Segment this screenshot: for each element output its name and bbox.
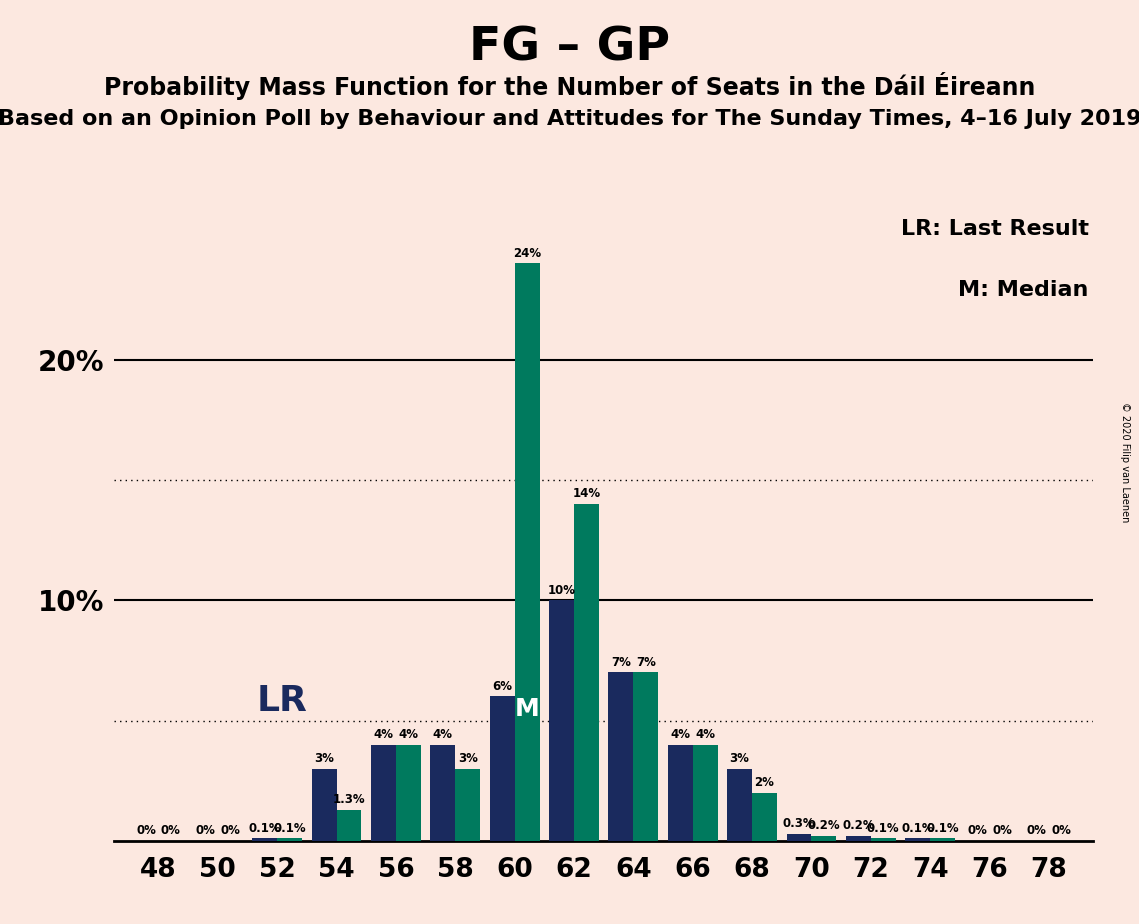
Text: 0%: 0% bbox=[136, 824, 156, 837]
Bar bbox=[252, 838, 277, 841]
Bar bbox=[727, 769, 752, 841]
Text: M: Median: M: Median bbox=[958, 280, 1089, 299]
Text: M: M bbox=[515, 697, 540, 721]
Bar bbox=[490, 697, 515, 841]
Bar bbox=[431, 745, 456, 841]
Text: 0%: 0% bbox=[992, 824, 1011, 837]
Text: 4%: 4% bbox=[670, 728, 690, 741]
Text: 2%: 2% bbox=[755, 776, 775, 789]
Text: Probability Mass Function for the Number of Seats in the Dáil Éireann: Probability Mass Function for the Number… bbox=[104, 72, 1035, 100]
Bar bbox=[633, 673, 658, 841]
Text: 4%: 4% bbox=[695, 728, 715, 741]
Text: LR: LR bbox=[257, 685, 308, 718]
Text: 0%: 0% bbox=[967, 824, 988, 837]
Text: 3%: 3% bbox=[730, 752, 749, 765]
Text: 0.2%: 0.2% bbox=[808, 820, 841, 833]
Text: 0%: 0% bbox=[161, 824, 181, 837]
Text: 3%: 3% bbox=[314, 752, 334, 765]
Bar bbox=[396, 745, 420, 841]
Text: 0%: 0% bbox=[1051, 824, 1072, 837]
Text: 14%: 14% bbox=[573, 487, 600, 501]
Text: 0.1%: 0.1% bbox=[248, 821, 281, 834]
Text: 0.1%: 0.1% bbox=[901, 821, 934, 834]
Bar bbox=[336, 809, 361, 841]
Text: 0.1%: 0.1% bbox=[273, 821, 306, 834]
Text: 0.1%: 0.1% bbox=[867, 821, 900, 834]
Text: 0%: 0% bbox=[220, 824, 240, 837]
Bar bbox=[312, 769, 336, 841]
Text: LR: Last Result: LR: Last Result bbox=[901, 219, 1089, 239]
Text: Based on an Opinion Poll by Behaviour and Attitudes for The Sunday Times, 4–16 J: Based on an Opinion Poll by Behaviour an… bbox=[0, 109, 1139, 129]
Bar bbox=[515, 263, 540, 841]
Bar bbox=[549, 601, 574, 841]
Text: 7%: 7% bbox=[611, 656, 631, 669]
Bar bbox=[787, 833, 811, 841]
Text: © 2020 Filip van Laenen: © 2020 Filip van Laenen bbox=[1121, 402, 1130, 522]
Text: 24%: 24% bbox=[513, 247, 541, 260]
Text: 4%: 4% bbox=[399, 728, 418, 741]
Bar bbox=[693, 745, 718, 841]
Text: 3%: 3% bbox=[458, 752, 477, 765]
Text: 0%: 0% bbox=[196, 824, 215, 837]
Bar bbox=[871, 838, 895, 841]
Bar bbox=[371, 745, 396, 841]
Bar bbox=[752, 793, 777, 841]
Text: 0%: 0% bbox=[1026, 824, 1047, 837]
Bar bbox=[846, 836, 871, 841]
Bar bbox=[811, 836, 836, 841]
Text: 7%: 7% bbox=[636, 656, 656, 669]
Text: 1.3%: 1.3% bbox=[333, 793, 366, 806]
Text: 0.2%: 0.2% bbox=[842, 820, 875, 833]
Bar bbox=[456, 769, 481, 841]
Bar bbox=[608, 673, 633, 841]
Text: 4%: 4% bbox=[374, 728, 393, 741]
Text: 4%: 4% bbox=[433, 728, 453, 741]
Bar bbox=[931, 838, 956, 841]
Text: FG – GP: FG – GP bbox=[469, 26, 670, 71]
Bar bbox=[667, 745, 693, 841]
Text: 0.1%: 0.1% bbox=[926, 821, 959, 834]
Bar bbox=[574, 504, 599, 841]
Text: 6%: 6% bbox=[492, 680, 513, 693]
Bar bbox=[906, 838, 931, 841]
Bar bbox=[277, 838, 302, 841]
Text: 10%: 10% bbox=[548, 584, 575, 597]
Text: 0.3%: 0.3% bbox=[782, 817, 816, 830]
